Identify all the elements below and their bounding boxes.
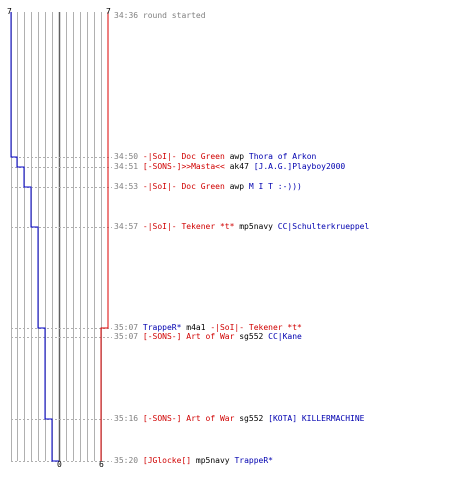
- kill-event-row: 35:07 TrappeR* m4a1 -|SoI|- Tekener *t*: [114, 323, 302, 333]
- victim-name: CC|Schulterkrueppel: [277, 222, 370, 231]
- killer-name: [JGlocke[]: [142, 456, 192, 465]
- weapon: awp: [224, 182, 249, 191]
- red-team-step-line: [100, 12, 109, 461]
- weapon: sg552: [234, 414, 269, 423]
- weapon: sg552: [234, 332, 269, 341]
- blue-end-count: 0: [57, 460, 62, 469]
- killer-name: -|SoI|- Doc Green: [142, 152, 225, 161]
- event-time: 34:50: [114, 152, 143, 161]
- weapon: awp: [224, 152, 249, 161]
- weapon: ak47: [224, 162, 254, 171]
- kill-event-row: 35:16 [-SONS-] Art of War sg552 [KOTA] K…: [114, 414, 364, 424]
- victim-name: [J.A.G.]Playboy2000: [253, 162, 346, 171]
- blue-team-step-line: [10, 12, 59, 462]
- event-time: 34:36: [114, 11, 143, 20]
- victim-name: M I T :-))): [248, 182, 302, 191]
- red-start-count: 7: [106, 7, 111, 16]
- killer-name: -|SoI|- Doc Green: [142, 182, 225, 191]
- weapon: m4a1: [181, 323, 211, 332]
- event-time: 34:57: [114, 222, 143, 231]
- event-text: round started: [142, 11, 206, 20]
- kill-event-row: 34:50 -|SoI|- Doc Green awp Thora of Ark…: [114, 152, 316, 162]
- kill-event-row: 34:53 -|SoI|- Doc Green awp M I T :-))): [114, 182, 302, 192]
- victim-name: -|SoI|- Tekener *t*: [210, 323, 302, 332]
- victim-name: [KOTA] KILLERMACHINE: [268, 414, 365, 423]
- event-time: 35:20: [114, 456, 143, 465]
- killer-name: -|SoI|- Tekener *t*: [142, 222, 235, 231]
- kill-timeline-chart: [10, 12, 112, 462]
- killer-name: [-SONS-]>>Masta<<: [142, 162, 225, 171]
- killer-name: [-SONS-] Art of War: [142, 414, 235, 423]
- victim-name: TrappeR*: [234, 456, 273, 465]
- event-time: 34:51: [114, 162, 143, 171]
- event-tick-lines: [11, 157, 112, 462]
- team-step-lines: [10, 12, 109, 462]
- kill-event-row: 35:07 [-SONS-] Art of War sg552 CC|Kane: [114, 332, 302, 342]
- round-start-row: 34:36 round started: [114, 11, 206, 21]
- weapon: mp5navy: [234, 222, 278, 231]
- grid-lines: [11, 12, 102, 461]
- victim-name: Thora of Arkon: [248, 152, 317, 161]
- kill-event-row: 34:57 -|SoI|- Tekener *t* mp5navy CC|Sch…: [114, 222, 369, 232]
- event-time: 35:07: [114, 332, 143, 341]
- killer-name: [-SONS-] Art of War: [142, 332, 235, 341]
- kill-event-row: 34:51 [-SONS-]>>Masta<< ak47 [J.A.G.]Pla…: [114, 162, 345, 172]
- event-time: 35:07: [114, 323, 143, 332]
- event-time: 34:53: [114, 182, 143, 191]
- red-end-count: 6: [99, 460, 104, 469]
- killer-name: TrappeR*: [142, 323, 182, 332]
- weapon: mp5navy: [191, 456, 235, 465]
- victim-name: CC|Kane: [268, 332, 302, 341]
- event-time: 35:16: [114, 414, 143, 423]
- blue-start-count: 7: [7, 7, 12, 16]
- kill-event-row: 35:20 [JGlocke[] mp5navy TrappeR*: [114, 456, 273, 466]
